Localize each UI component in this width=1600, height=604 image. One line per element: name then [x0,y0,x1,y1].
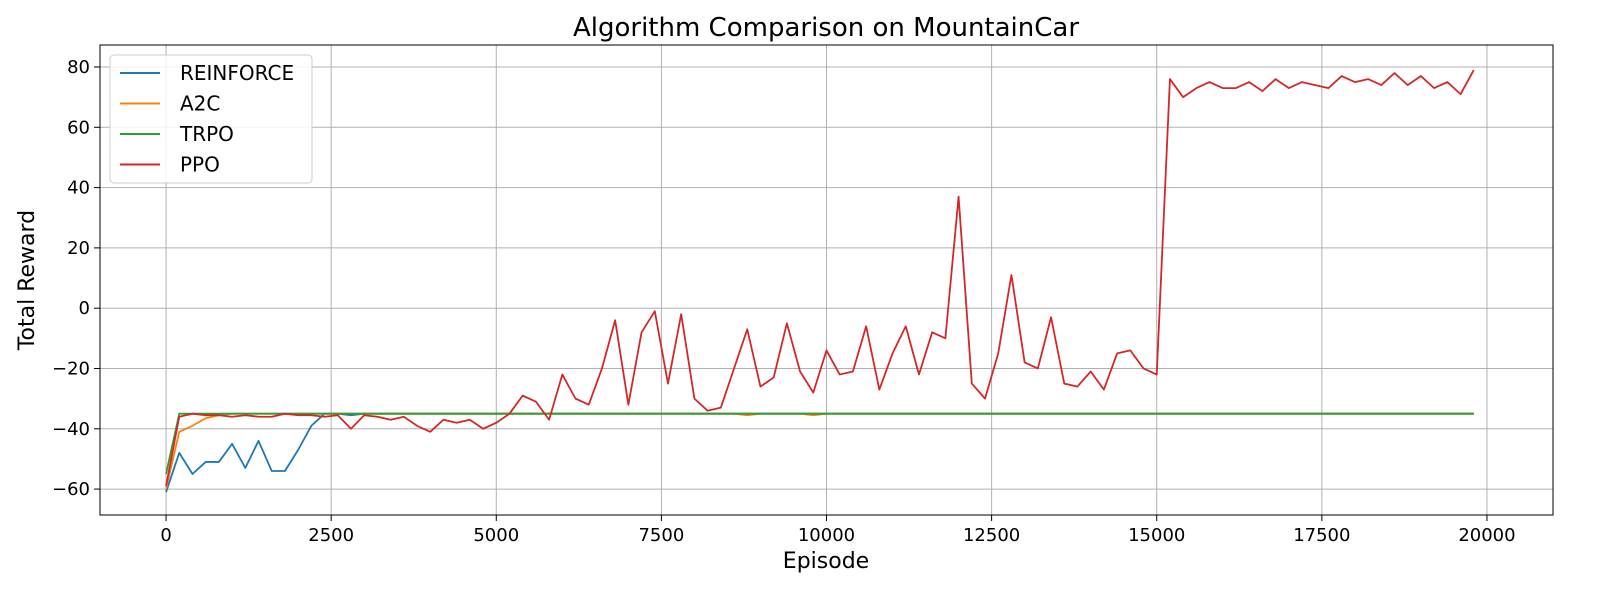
x-tick-label: 2500 [308,525,354,546]
y-tick-label: −60 [52,479,90,500]
legend: REINFORCE A2C TRPO PPO [109,54,313,184]
legend-label: TRPO [179,122,234,146]
y-tick-label: 20 [67,238,90,259]
y-axis-label: Total Reward [15,210,40,351]
x-tick-label: 15000 [1128,525,1185,546]
series-line [165,69,1475,487]
y-tick-label: 40 [67,178,90,199]
y-tick-label: −40 [52,419,90,440]
x-tick-label: 17500 [1293,525,1350,546]
x-tick-label: 20000 [1458,525,1515,546]
y-tick-label: 60 [67,117,90,138]
y-tick-label: 80 [67,57,90,78]
plot-frame [99,44,1554,516]
x-tick-label: 7500 [638,525,684,546]
x-tick-label: 10000 [798,525,855,546]
chart-title: Algorithm Comparison on MountainCar [573,13,1079,43]
legend-label: A2C [180,92,220,116]
legend-label: REINFORCE [180,61,294,85]
legend-label: PPO [180,153,220,177]
legend-box [109,54,313,184]
x-axis-label: Episode [783,549,869,574]
x-tick-label: 12500 [963,525,1020,546]
x-tick-label: 0 [160,525,171,546]
x-tick-label: 5000 [473,525,519,546]
y-tick-label: 0 [79,298,90,319]
series-line [165,412,1474,475]
y-tick-label: −20 [52,358,90,379]
